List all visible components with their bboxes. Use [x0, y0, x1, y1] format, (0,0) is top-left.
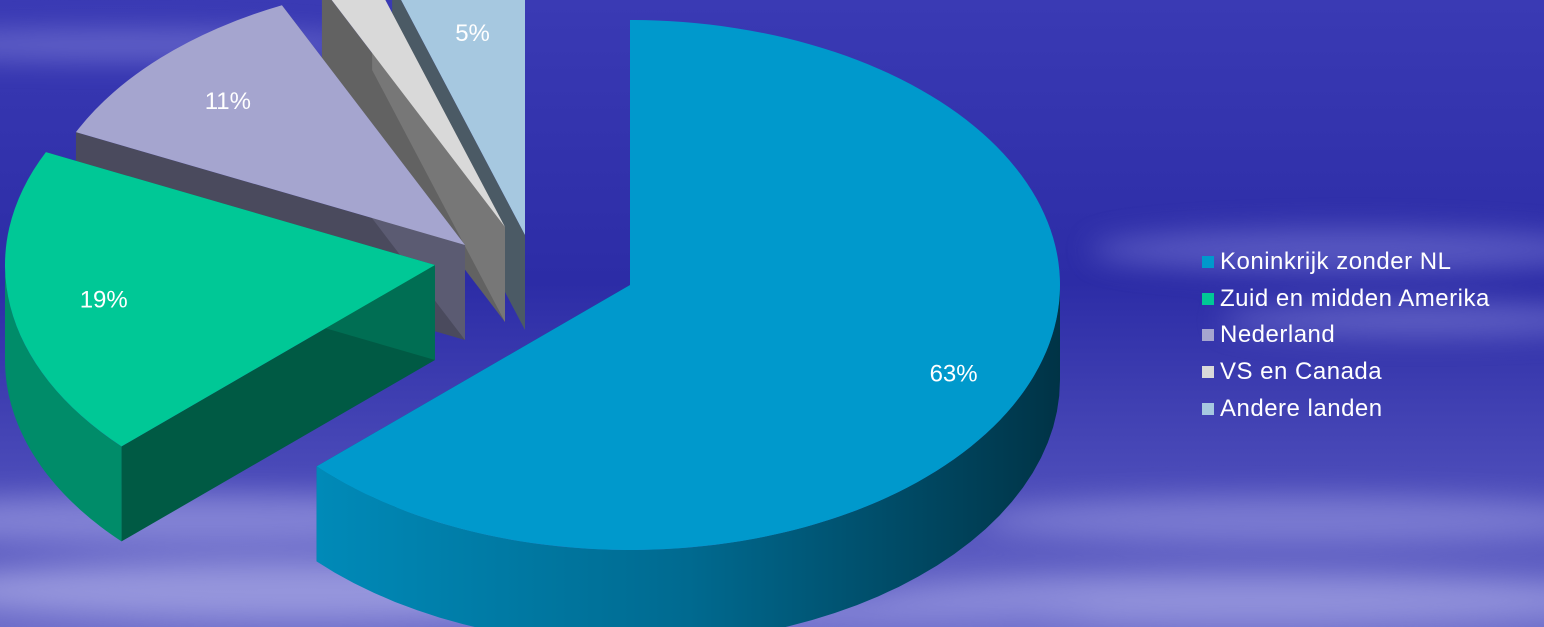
pie-slice-1-side	[316, 285, 1060, 627]
slice-label-1: 63%	[930, 360, 978, 387]
legend-item-4: VS en Canada	[1202, 354, 1542, 391]
legend-label-2: Zuid en midden Amerika	[1220, 284, 1490, 312]
pie-slice-2	[5, 152, 436, 542]
pie-slice-labels: 5%2%11%19%63%	[80, 20, 978, 387]
legend-swatch-3	[1202, 329, 1214, 342]
legend: Koninkrijk zonder NL Zuid en midden Ameri…	[1202, 244, 1542, 427]
legend-swatch-4	[1202, 366, 1214, 379]
legend-swatch-5	[1202, 402, 1214, 415]
legend-swatch-1	[1202, 256, 1214, 269]
legend-item-3: Nederland	[1202, 317, 1542, 354]
legend-item-2: Zuid en midden Amerika	[1202, 281, 1542, 318]
legend-swatch-2	[1202, 292, 1214, 305]
pie-slice-2-top	[5, 152, 436, 447]
pie-slice-1	[316, 20, 1061, 627]
legend-label-3: Nederland	[1220, 321, 1336, 349]
pie-slice-2-side	[5, 265, 122, 542]
legend-item-1: Koninkrijk zonder NL	[1202, 244, 1542, 281]
pie-slice-5-top	[401, 0, 525, 235]
legend-item-5: Andere landen	[1202, 390, 1542, 427]
legend-label-1: Koninkrijk zonder NL	[1220, 248, 1452, 276]
pie-slice-4-top	[331, 0, 505, 227]
legend-label-5: Andere landen	[1220, 394, 1383, 422]
legend-label-4: VS en Canada	[1220, 358, 1383, 386]
slice-label-2: 19%	[80, 286, 128, 313]
pie-slice-1-top	[316, 20, 1061, 550]
pie-slice-3-top	[75, 5, 465, 246]
slice-label-3: 11%	[205, 88, 251, 115]
pie-slices	[5, 0, 1061, 627]
slice-label-5: 5%	[455, 20, 490, 47]
